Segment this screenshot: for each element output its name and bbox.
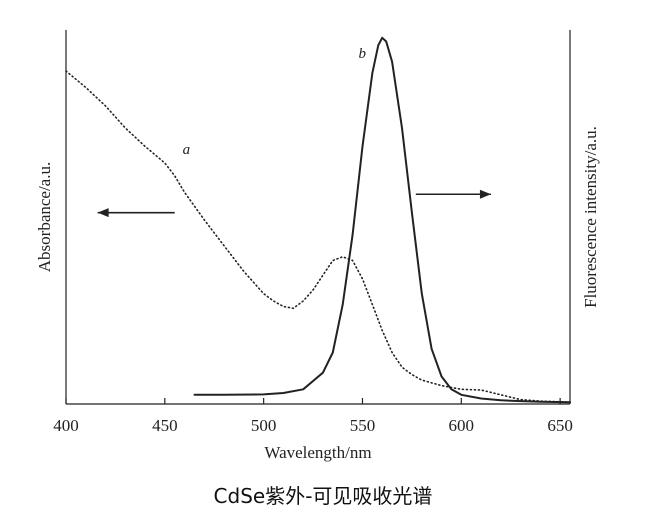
x-ticks: 400 450 500 550 600 650 [53,398,573,435]
x-tick-label: 650 [547,416,573,435]
x-tick-label: 400 [53,416,79,435]
y-axis-label-left: Absorbance/a.u. [35,162,54,272]
x-tick-label: 450 [152,416,178,435]
series-line-a [65,70,571,403]
curve-label-b: b [359,46,367,62]
y-axis-label-right: Fluorescence intensity/a.u. [581,126,600,308]
series-line-b [193,36,571,404]
annotations: ab [97,46,491,218]
x-tick-label: 500 [251,416,277,435]
plot-area [65,36,571,404]
curve-label-a: a [183,142,191,158]
arrow-right-icon [415,189,491,199]
x-tick-label: 600 [449,416,475,435]
figure-caption: CdSe紫外-可见吸收光谱 [213,484,433,508]
x-tick-label: 550 [350,416,376,435]
x-axis-label: Wavelength/nm [264,443,371,462]
arrow-left-icon [97,208,175,218]
